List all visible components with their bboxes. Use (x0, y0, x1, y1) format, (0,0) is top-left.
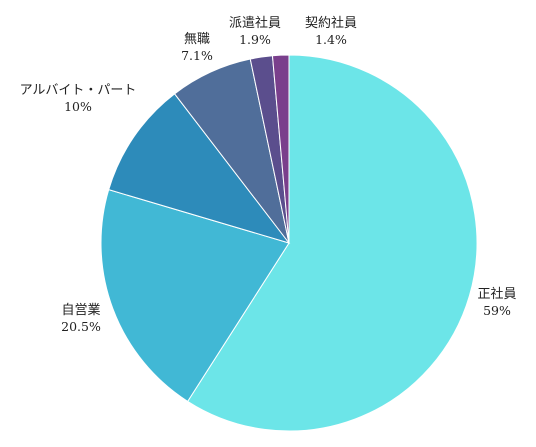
slice-label-3: アルバイト・パート (20, 83, 137, 98)
pie-slices (100, 54, 478, 432)
slice-value-label-5: 1.9% (239, 32, 271, 47)
slice-value-label-2: 20.5% (61, 319, 101, 334)
slice-label-4: 無職 (184, 32, 210, 47)
pie-slice-1 (186, 54, 478, 432)
pie-slice-3 (108, 93, 291, 244)
slice-label-5: 派遣社員 (229, 15, 281, 31)
slice-label-2: 自営業 (61, 302, 100, 318)
slice-value-label-4: 7.1% (181, 48, 213, 63)
pie-slice-2 (100, 189, 290, 403)
slice-value-label-6: 1.4% (315, 32, 347, 47)
slice-label-6: 契約社員 (305, 15, 357, 31)
pie-slice-6 (271, 54, 290, 244)
slice-value-label-3: 10% (64, 99, 92, 114)
slice-label-1: 正社員 (477, 286, 516, 302)
slice-value-label-1: 59% (483, 303, 511, 318)
